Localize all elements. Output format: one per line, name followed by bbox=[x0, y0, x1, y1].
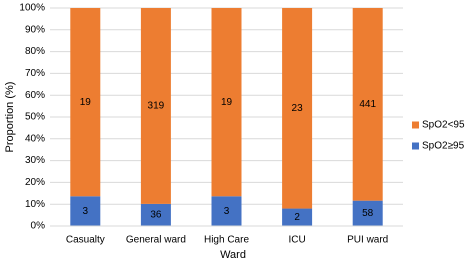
bar-segment bbox=[211, 196, 242, 226]
data-label: 23 bbox=[292, 103, 304, 114]
y-tick-label: 100% bbox=[19, 3, 45, 14]
y-tick-label: 70% bbox=[25, 68, 45, 79]
x-axis-title: Ward bbox=[220, 249, 246, 261]
bar-segment bbox=[140, 203, 171, 226]
x-tick-label: ICU bbox=[288, 235, 305, 246]
y-tick-label: 10% bbox=[25, 199, 45, 210]
y-axis-title: Proportion (%) bbox=[4, 82, 16, 153]
bar-segment bbox=[352, 8, 383, 201]
bar-segment bbox=[211, 8, 242, 197]
legend-swatch bbox=[412, 121, 419, 129]
data-label: 441 bbox=[359, 99, 376, 110]
data-label: 3 bbox=[224, 206, 230, 217]
data-label: 58 bbox=[362, 208, 374, 219]
bar-segment bbox=[70, 196, 101, 226]
bar-segment bbox=[282, 208, 313, 226]
x-tick-label: PUI ward bbox=[347, 235, 388, 246]
y-tick-label: 20% bbox=[25, 177, 45, 188]
y-tick-label: 90% bbox=[25, 24, 45, 35]
x-tick-label: General ward bbox=[126, 235, 186, 246]
y-tick-label: 50% bbox=[25, 112, 45, 123]
legend-swatch bbox=[412, 142, 419, 150]
y-tick-label: 80% bbox=[25, 46, 45, 57]
y-tick-label: 0% bbox=[31, 221, 46, 232]
data-label: 19 bbox=[221, 97, 233, 108]
x-tick-label: Casualty bbox=[66, 235, 105, 246]
bar-segment bbox=[140, 8, 171, 204]
data-label: 2 bbox=[294, 212, 300, 223]
bar-segment bbox=[70, 8, 101, 197]
bar-segment bbox=[282, 8, 313, 209]
legend-label: SpO2<95 bbox=[422, 120, 465, 131]
data-label: 319 bbox=[148, 101, 165, 112]
legend-label: SpO2≥95 bbox=[422, 141, 465, 152]
bar-segment bbox=[352, 200, 383, 226]
y-tick-label: 30% bbox=[25, 155, 45, 166]
y-tick-label: 40% bbox=[25, 133, 45, 144]
data-label: 19 bbox=[80, 97, 92, 108]
data-label: 3 bbox=[83, 206, 89, 217]
y-tick-label: 60% bbox=[25, 90, 45, 101]
x-tick-label: High Care bbox=[204, 235, 249, 246]
data-label: 36 bbox=[150, 210, 162, 221]
